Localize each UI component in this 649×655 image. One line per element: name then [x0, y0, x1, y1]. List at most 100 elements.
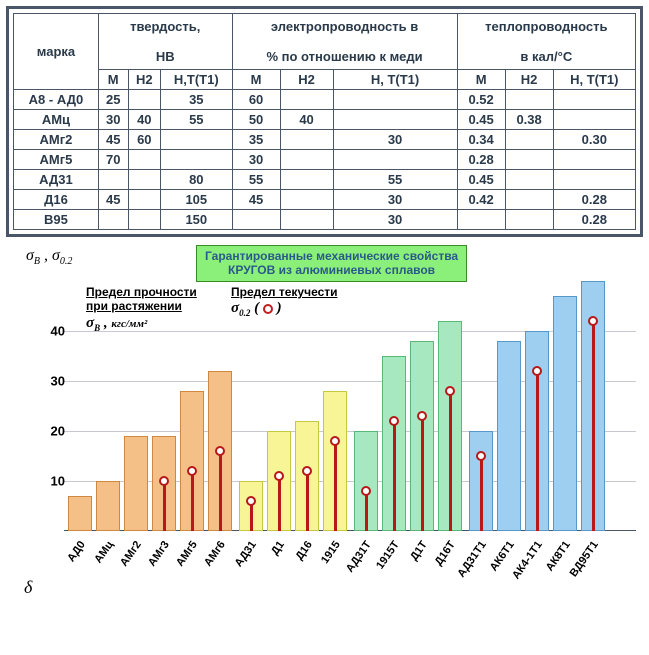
sub-col: Н2	[505, 70, 553, 90]
cell	[553, 90, 635, 110]
yield-stem	[449, 391, 452, 531]
yield-marker-icon	[159, 476, 169, 486]
cell	[98, 170, 128, 190]
cell: 0.28	[457, 150, 505, 170]
grid-line	[64, 331, 636, 332]
group2-sub: % по отношению к меди	[266, 49, 422, 64]
cell: 60	[128, 130, 161, 150]
cell	[280, 90, 333, 110]
cell	[333, 90, 457, 110]
cell	[333, 110, 457, 130]
y-tick: 40	[51, 324, 65, 339]
x-tick: 1915	[319, 539, 343, 566]
yield-stem	[163, 481, 166, 531]
x-tick: АК6Т1	[488, 539, 517, 573]
cell: 30	[333, 210, 457, 230]
cell	[280, 150, 333, 170]
grid-line	[64, 431, 636, 432]
cell	[505, 150, 553, 170]
yield-marker-icon	[330, 436, 340, 446]
cell	[280, 210, 333, 230]
cell: 80	[161, 170, 232, 190]
yield-stem	[334, 441, 337, 531]
yield-marker-icon	[417, 411, 427, 421]
yield-marker-icon	[246, 496, 256, 506]
cell: 35	[232, 130, 280, 150]
sub-col: Н2	[280, 70, 333, 90]
cell	[98, 210, 128, 230]
cell	[128, 170, 161, 190]
cell	[128, 90, 161, 110]
cell	[457, 210, 505, 230]
cell: 0.45	[457, 110, 505, 130]
x-tick: АД31Т1	[455, 539, 488, 580]
cell	[232, 210, 280, 230]
yield-stem	[421, 416, 424, 531]
table-row: Д164510545300.420.28	[14, 190, 636, 210]
sub-col: Н, Т(Т1)	[553, 70, 635, 90]
cell: 35	[161, 90, 232, 110]
cell: 30	[232, 150, 280, 170]
cell	[333, 150, 457, 170]
row-marka: АМг5	[14, 150, 99, 170]
bar	[497, 341, 521, 531]
cell	[553, 150, 635, 170]
cell	[505, 190, 553, 210]
cell	[553, 110, 635, 130]
cell: 55	[161, 110, 232, 130]
yield-marker-icon	[361, 486, 371, 496]
cell	[128, 190, 161, 210]
sub-col: М	[457, 70, 505, 90]
delta-label: δ	[24, 577, 32, 598]
grid-line	[64, 381, 636, 382]
yield-marker-icon	[274, 471, 284, 481]
bar	[96, 481, 120, 531]
yield-stem	[278, 476, 281, 531]
group3-label: теплопроводность	[485, 19, 607, 34]
cell: 0.42	[457, 190, 505, 210]
x-tick: Д16Т	[433, 539, 458, 568]
x-tick: АМг2	[118, 539, 144, 569]
cell: 30	[333, 130, 457, 150]
cell: 45	[98, 130, 128, 150]
cell	[505, 210, 553, 230]
yield-stem	[393, 421, 396, 531]
cell: 50	[232, 110, 280, 130]
x-tick: 1915Т	[374, 539, 402, 571]
row-marka: А8 - АД0	[14, 90, 99, 110]
yield-stem	[219, 451, 222, 531]
cell: 150	[161, 210, 232, 230]
y-tick: 30	[51, 374, 65, 389]
cell: 0.28	[553, 210, 635, 230]
yield-marker-icon	[588, 316, 598, 326]
bar	[553, 296, 577, 531]
chart-title-l1: Гарантированные механические свойства	[205, 249, 458, 263]
col-group-hardness: твердость, НВ	[98, 14, 232, 70]
x-tick: АД31Т	[344, 539, 374, 575]
cell: 30	[333, 190, 457, 210]
y-tick: 20	[51, 424, 65, 439]
yield-marker-icon	[532, 366, 542, 376]
cell	[505, 170, 553, 190]
sub-col: М	[232, 70, 280, 90]
yield-marker-icon	[445, 386, 455, 396]
sub-col: Н, Т(Т1)	[333, 70, 457, 90]
chart-title-l2: КРУГОВ из алюминиевых сплавов	[228, 263, 435, 277]
table-row: В95150300.28	[14, 210, 636, 230]
row-marka: АМг2	[14, 130, 99, 150]
plot-region	[64, 281, 636, 531]
table-row: АМг2456035300.340.30	[14, 130, 636, 150]
cell	[505, 130, 553, 150]
row-marka: Д16	[14, 190, 99, 210]
x-tick: Д16	[293, 539, 314, 562]
cell: 30	[98, 110, 128, 130]
table-body: А8 - АД02535600.52АМц30405550400.450.38А…	[14, 90, 636, 230]
bar	[68, 496, 92, 531]
yield-stem	[306, 471, 309, 531]
cell: 0.52	[457, 90, 505, 110]
table-row: АМц30405550400.450.38	[14, 110, 636, 130]
x-tick: АД0	[65, 539, 88, 564]
yield-stem	[536, 371, 539, 531]
col-group-thermal: теплопроводность в кал/°С	[457, 14, 635, 70]
cell: 60	[232, 90, 280, 110]
